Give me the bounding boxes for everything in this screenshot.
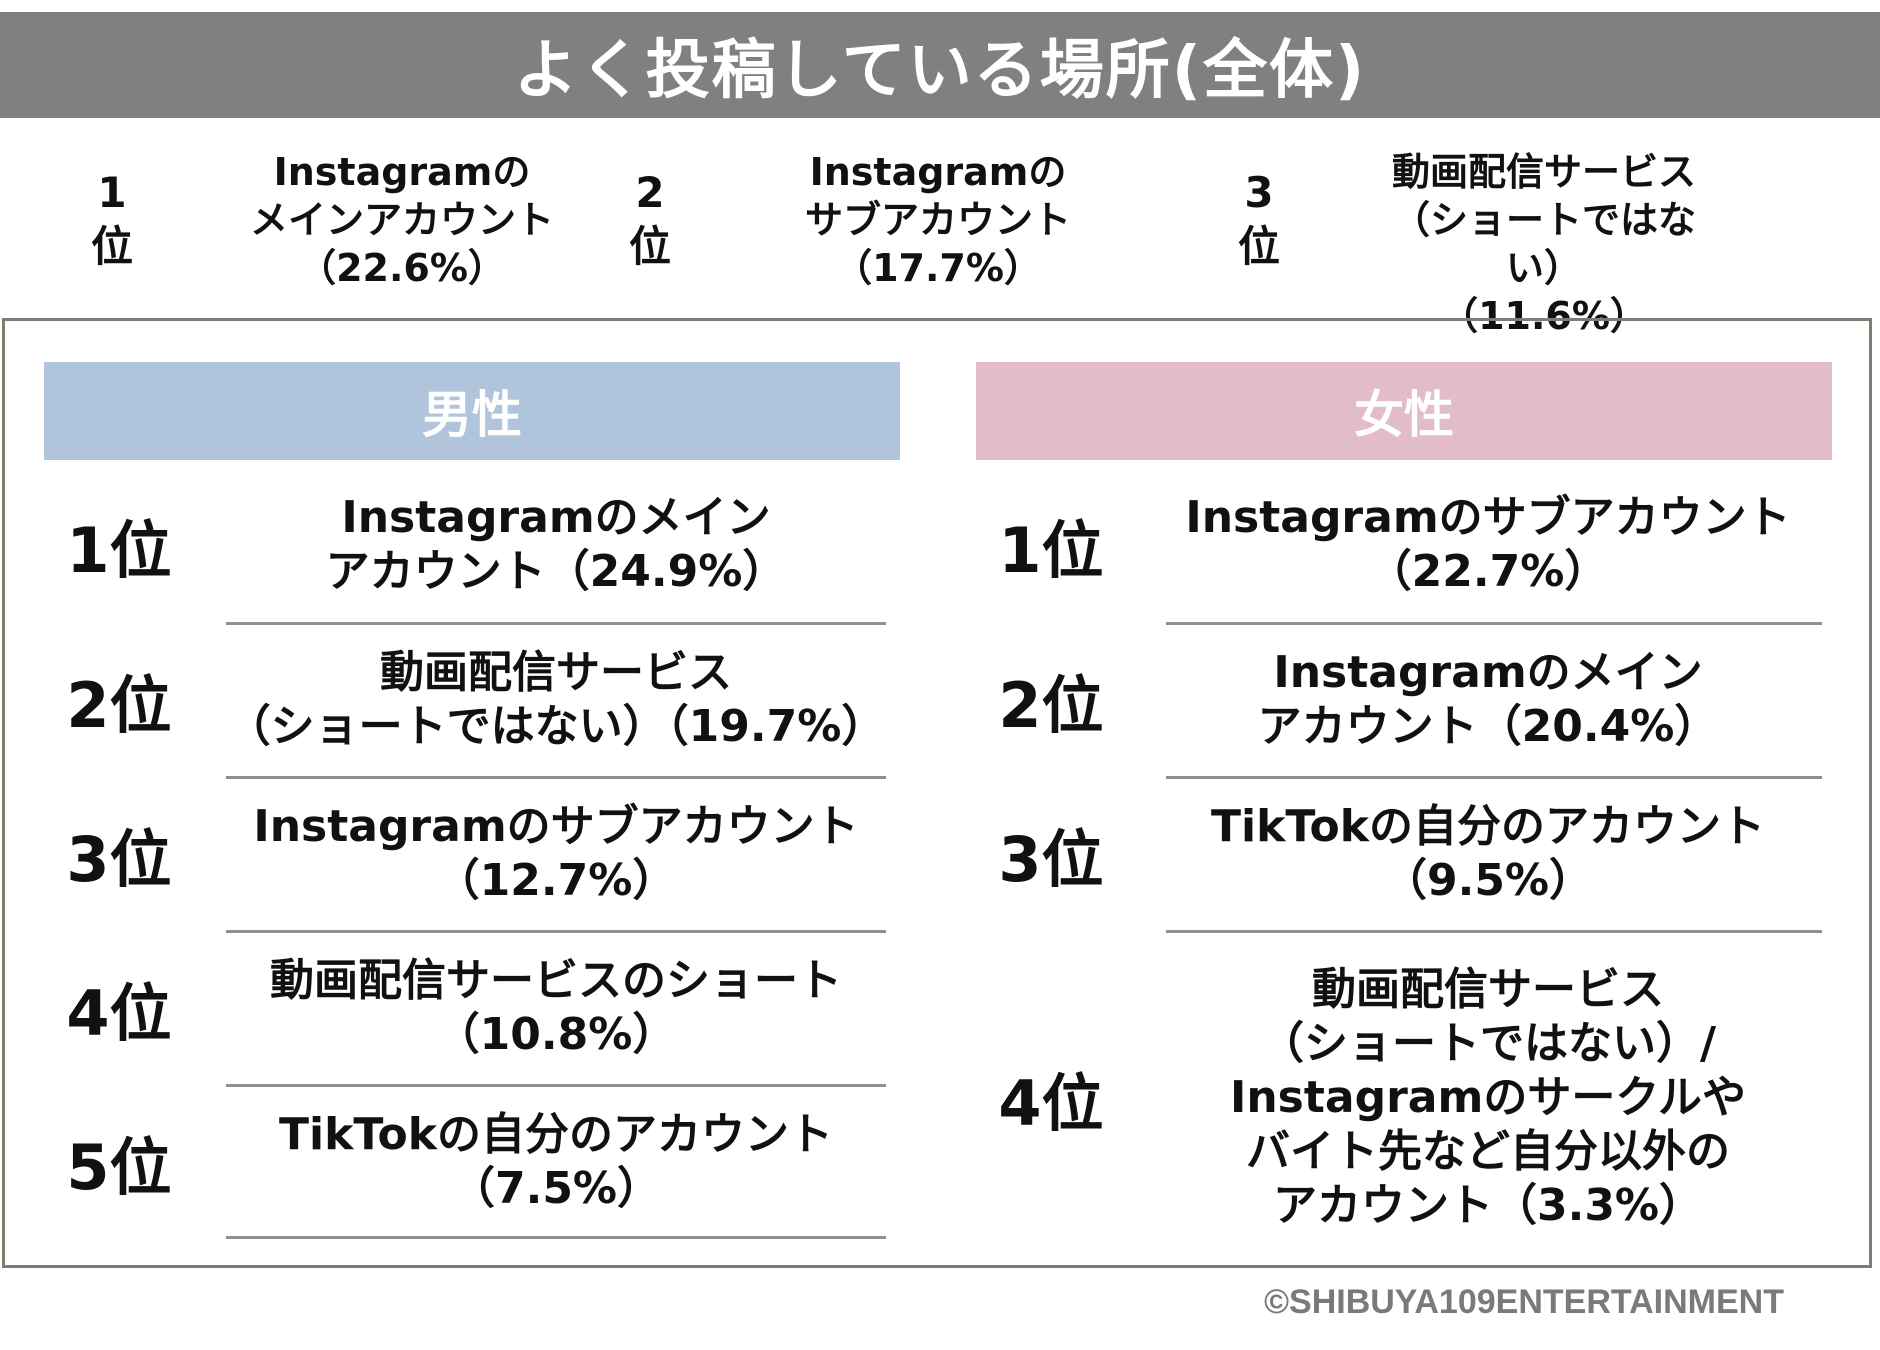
overall-rank-3: 3 位: [1237, 168, 1280, 271]
male-row-5: 5位 TikTokの自分のアカウント （7.5%）: [44, 1087, 900, 1237]
male-rank-2: 2位: [66, 669, 172, 742]
copyright-text: ©SHIBUYA109ENTERTAINMENT: [1263, 1283, 1784, 1321]
divider: [1166, 622, 1822, 625]
overall-ranking: 1 位 Instagramの メインアカウント （22.6%） 2 位 Inst…: [0, 130, 1880, 338]
overall-rank-2: 2 位: [628, 168, 671, 271]
male-item-1: Instagramのメイン アカウント（24.9%）: [325, 492, 787, 597]
divider: [226, 1236, 886, 1239]
male-row-3: 3位 Instagramのサブアカウント （12.7%）: [44, 779, 900, 929]
male-rank-1: 1位: [66, 514, 172, 587]
overall-item-3: 動画配信サービス （ショートではない） （11.6%）: [1391, 150, 1696, 338]
page-title: よく投稿している場所(全体): [0, 12, 1880, 118]
male-header: 男性: [44, 362, 900, 460]
female-item-3: TikTokの自分のアカウント （9.5%）: [1210, 801, 1766, 906]
female-row-4: 4位 動画配信サービス （ショートではない）/ Instagramのサークルや …: [976, 933, 1832, 1263]
divider: [226, 1084, 886, 1087]
overall-item-2: Instagramの サブアカウント （17.7%）: [804, 150, 1071, 290]
divider: [226, 930, 886, 933]
female-rank-1: 1位: [998, 514, 1104, 587]
male-item-5: TikTokの自分のアカウント （7.5%）: [278, 1109, 834, 1214]
female-row-2: 2位 Instagramのメイン アカウント（20.4%）: [976, 625, 1832, 775]
divider: [226, 776, 886, 779]
divider: [1166, 930, 1822, 933]
divider: [226, 622, 886, 625]
female-rank-2: 2位: [998, 669, 1104, 742]
female-header: 女性: [976, 362, 1832, 460]
male-item-3: Instagramのサブアカウント （12.7%）: [253, 801, 859, 906]
female-item-1: Instagramのサブアカウント （22.7%）: [1185, 492, 1791, 597]
female-row-3: 3位 TikTokの自分のアカウント （9.5%）: [976, 779, 1832, 929]
male-rank-4: 4位: [66, 977, 172, 1050]
male-item-4: 動画配信サービスのショート （10.8%）: [270, 955, 842, 1060]
male-row-2: 2位 動画配信サービス （ショートではない）（19.7%）: [44, 625, 900, 775]
overall-rank-1: 1 位: [90, 168, 133, 271]
female-row-1: 1位 Instagramのサブアカウント （22.7%）: [976, 470, 1832, 620]
female-item-2: Instagramのメイン アカウント（20.4%）: [1257, 647, 1719, 752]
male-rank-3: 3位: [66, 823, 172, 896]
female-rank-3: 3位: [998, 823, 1104, 896]
female-item-4: 動画配信サービス （ショートではない）/ Instagramのサークルや バイト…: [1229, 964, 1747, 1231]
gender-frame: [2, 318, 1872, 1268]
overall-item-1: Instagramの メインアカウント （22.6%）: [249, 150, 554, 290]
female-rank-4: 4位: [998, 1067, 1104, 1140]
male-row-1: 1位 Instagramのメイン アカウント（24.9%）: [44, 470, 900, 620]
male-item-2: 動画配信サービス （ショートではない）（19.7%）: [226, 647, 886, 752]
male-row-4: 4位 動画配信サービスのショート （10.8%）: [44, 933, 900, 1083]
divider: [1166, 776, 1822, 779]
male-rank-5: 5位: [66, 1131, 172, 1204]
